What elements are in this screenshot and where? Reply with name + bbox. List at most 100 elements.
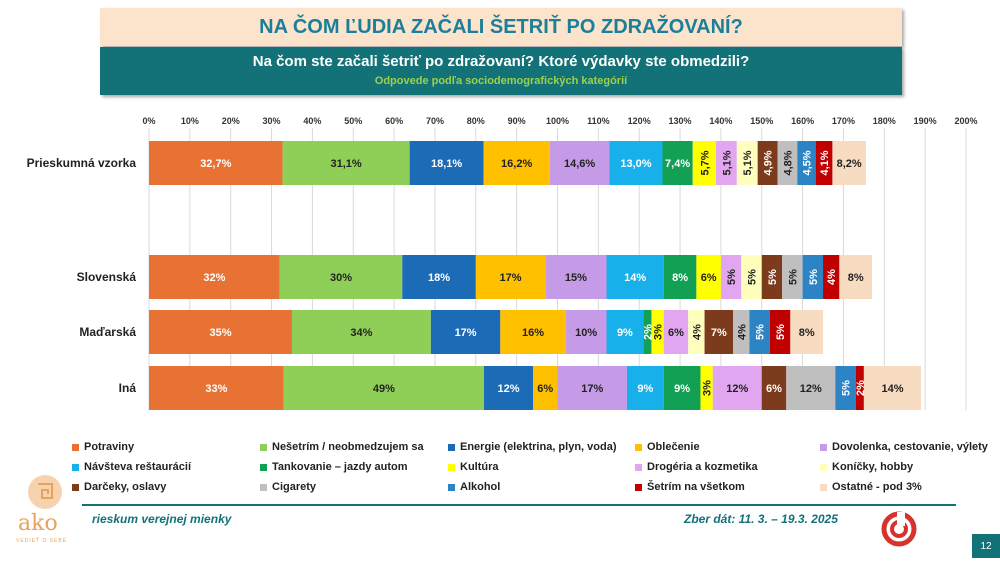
bar-segment xyxy=(761,366,787,410)
data-label: 8% xyxy=(799,327,815,339)
data-label: 5% xyxy=(755,324,767,340)
legend-item: Oblečenie xyxy=(635,441,700,453)
data-label: 18% xyxy=(428,272,450,284)
data-label: 2% xyxy=(642,324,654,340)
data-label: 4,9% xyxy=(763,150,775,175)
bar-segment xyxy=(777,141,798,185)
data-label: 5,7% xyxy=(699,150,711,175)
legend-label: Kultúra xyxy=(460,461,499,473)
data-label: 13,0% xyxy=(620,158,651,170)
bar-segment xyxy=(769,310,791,354)
bar-segment xyxy=(802,255,824,299)
data-label: 32,7% xyxy=(200,158,231,170)
legend-swatch xyxy=(635,443,642,451)
footer-divider xyxy=(82,504,956,506)
legend-item: Darčeky, oslavy xyxy=(72,481,166,493)
data-label: 4% xyxy=(736,324,748,340)
legend-label: Dovolenka, cestovanie, výlety xyxy=(832,441,988,453)
x-tick-label: 50% xyxy=(344,116,362,126)
bar-segment xyxy=(409,141,484,185)
data-label: 14% xyxy=(624,272,646,284)
bar-segment xyxy=(712,366,762,410)
legend-swatch xyxy=(72,463,79,471)
bar-segment xyxy=(149,366,284,410)
legend-swatch xyxy=(820,443,827,451)
bar-segment xyxy=(863,366,922,410)
bar-segment xyxy=(149,141,283,185)
data-label: 8% xyxy=(672,272,688,284)
data-label: 5,1% xyxy=(721,150,733,175)
question-text: Na čom ste začali šetriť po zdražovaní? … xyxy=(252,53,750,70)
x-tick-label: 0% xyxy=(142,116,155,126)
data-label: 6% xyxy=(766,383,782,395)
legend-swatch xyxy=(72,483,79,491)
category-label: Maďarská xyxy=(79,325,136,339)
legend-swatch xyxy=(635,463,642,471)
x-tick-label: 40% xyxy=(303,116,321,126)
logo-text: ako xyxy=(18,511,58,536)
category-label: Iná xyxy=(119,381,137,395)
x-tick-label: 150% xyxy=(750,116,773,126)
data-label: 7,4% xyxy=(665,158,690,170)
data-label: 34% xyxy=(350,327,372,339)
data-label: 14% xyxy=(881,383,903,395)
legend-swatch xyxy=(820,463,827,471)
bar-segment xyxy=(606,255,664,299)
legend-label: Energie (elektrina, plyn, voda) xyxy=(460,441,617,453)
bar-segment xyxy=(736,141,758,185)
bar-segment xyxy=(704,310,734,354)
legend-item: Potraviny xyxy=(72,441,134,453)
legend-label: Alkohol xyxy=(460,481,501,493)
bar-segment xyxy=(291,310,431,354)
data-label: 12% xyxy=(726,383,748,395)
bar-segment xyxy=(279,255,403,299)
x-tick-label: 190% xyxy=(914,116,937,126)
bar-segment xyxy=(609,141,663,185)
legend-label: Šetrím na všetkom xyxy=(647,481,745,493)
category-label: Slovenská xyxy=(77,270,137,284)
data-label: 4,5% xyxy=(801,150,813,175)
legend-swatch xyxy=(72,443,79,451)
bar-segment xyxy=(430,310,501,354)
bar-segment xyxy=(500,310,566,354)
data-label: 6% xyxy=(537,383,553,395)
legend-item: Dovolenka, cestovanie, výlety xyxy=(820,441,988,453)
data-label: 6% xyxy=(668,327,684,339)
data-label: 5% xyxy=(775,324,787,340)
legend-label: Nešetrím / neobmedzujem sa xyxy=(272,441,424,453)
swirl-logo-icon xyxy=(881,511,917,547)
data-label: 6% xyxy=(701,272,717,284)
data-label: 10% xyxy=(575,327,597,339)
data-label: 17% xyxy=(581,383,603,395)
bar-segment xyxy=(149,255,280,299)
bar-segment xyxy=(720,255,742,299)
bar-segment xyxy=(557,366,627,410)
x-tick-label: 110% xyxy=(587,116,610,126)
data-label: 31,1% xyxy=(330,158,361,170)
legend-item: Koníčky, hobby xyxy=(820,461,913,473)
legend-label: Drogéria a kozmetika xyxy=(647,461,758,473)
legend-label: Cigarety xyxy=(272,481,317,493)
bar-segment xyxy=(663,366,701,410)
bar-segment xyxy=(839,255,873,299)
bar-segment xyxy=(832,141,866,185)
bar-segment xyxy=(715,141,737,185)
bar-segment xyxy=(688,310,705,354)
data-label: 5% xyxy=(767,269,779,285)
data-label: 32% xyxy=(203,272,225,284)
data-label: 5% xyxy=(726,269,738,285)
legend-label: Oblečenie xyxy=(647,441,700,453)
category-label: Prieskumná vzorka xyxy=(27,156,137,170)
bar-segment xyxy=(283,366,484,410)
data-label: 7% xyxy=(711,327,727,339)
legend-swatch xyxy=(260,463,267,471)
legend-label: Ostatné - pod 3% xyxy=(832,481,922,493)
footer-left-text: rieskum verejnej mienky xyxy=(92,512,232,526)
data-label: 4% xyxy=(826,269,838,285)
x-tick-label: 160% xyxy=(791,116,814,126)
bar-segment xyxy=(741,255,762,299)
bar-segment xyxy=(662,141,693,185)
logo-subtext: VEDIEŤ O SEBE xyxy=(16,538,68,544)
data-label: 5% xyxy=(840,380,852,396)
bar-segment xyxy=(790,310,824,354)
